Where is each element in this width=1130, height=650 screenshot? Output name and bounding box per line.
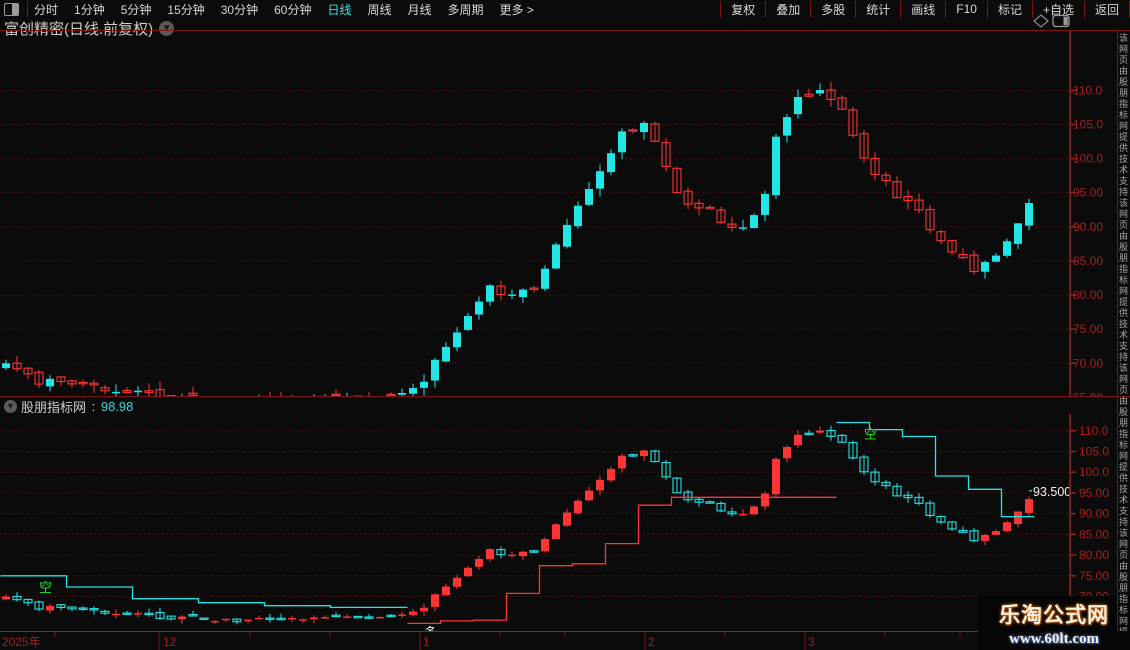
svg-text:空: 空 bbox=[39, 580, 52, 595]
svg-text:90.00: 90.00 bbox=[1073, 220, 1103, 234]
svg-text:70.00: 70.00 bbox=[1073, 356, 1103, 370]
svg-text:75.00: 75.00 bbox=[1079, 569, 1109, 583]
svg-text:2: 2 bbox=[648, 635, 655, 649]
svg-text:75.00: 75.00 bbox=[1073, 322, 1103, 336]
svg-text:95.00: 95.00 bbox=[1073, 186, 1103, 200]
svg-text:100.0: 100.0 bbox=[1073, 152, 1103, 166]
svg-text:100.0: 100.0 bbox=[1079, 465, 1109, 479]
svg-text:105.0: 105.0 bbox=[1079, 445, 1109, 459]
svg-text:12: 12 bbox=[163, 635, 177, 649]
svg-text:85.00: 85.00 bbox=[1079, 527, 1109, 541]
svg-text:80.00: 80.00 bbox=[1073, 288, 1103, 302]
svg-text:90.00: 90.00 bbox=[1079, 507, 1109, 521]
svg-text:110.0: 110.0 bbox=[1073, 83, 1102, 97]
svg-text:3: 3 bbox=[808, 635, 815, 649]
svg-text:93.500: 93.500 bbox=[1033, 485, 1071, 499]
svg-text:105.0: 105.0 bbox=[1073, 118, 1103, 132]
svg-text:空: 空 bbox=[864, 427, 877, 442]
svg-text:80.00: 80.00 bbox=[1079, 548, 1109, 562]
svg-text:2025年: 2025年 bbox=[2, 635, 41, 649]
svg-text:1: 1 bbox=[423, 635, 430, 649]
svg-text:85.00: 85.00 bbox=[1073, 254, 1103, 268]
svg-text:110.0: 110.0 bbox=[1079, 424, 1108, 438]
svg-text:95.00: 95.00 bbox=[1079, 486, 1109, 500]
